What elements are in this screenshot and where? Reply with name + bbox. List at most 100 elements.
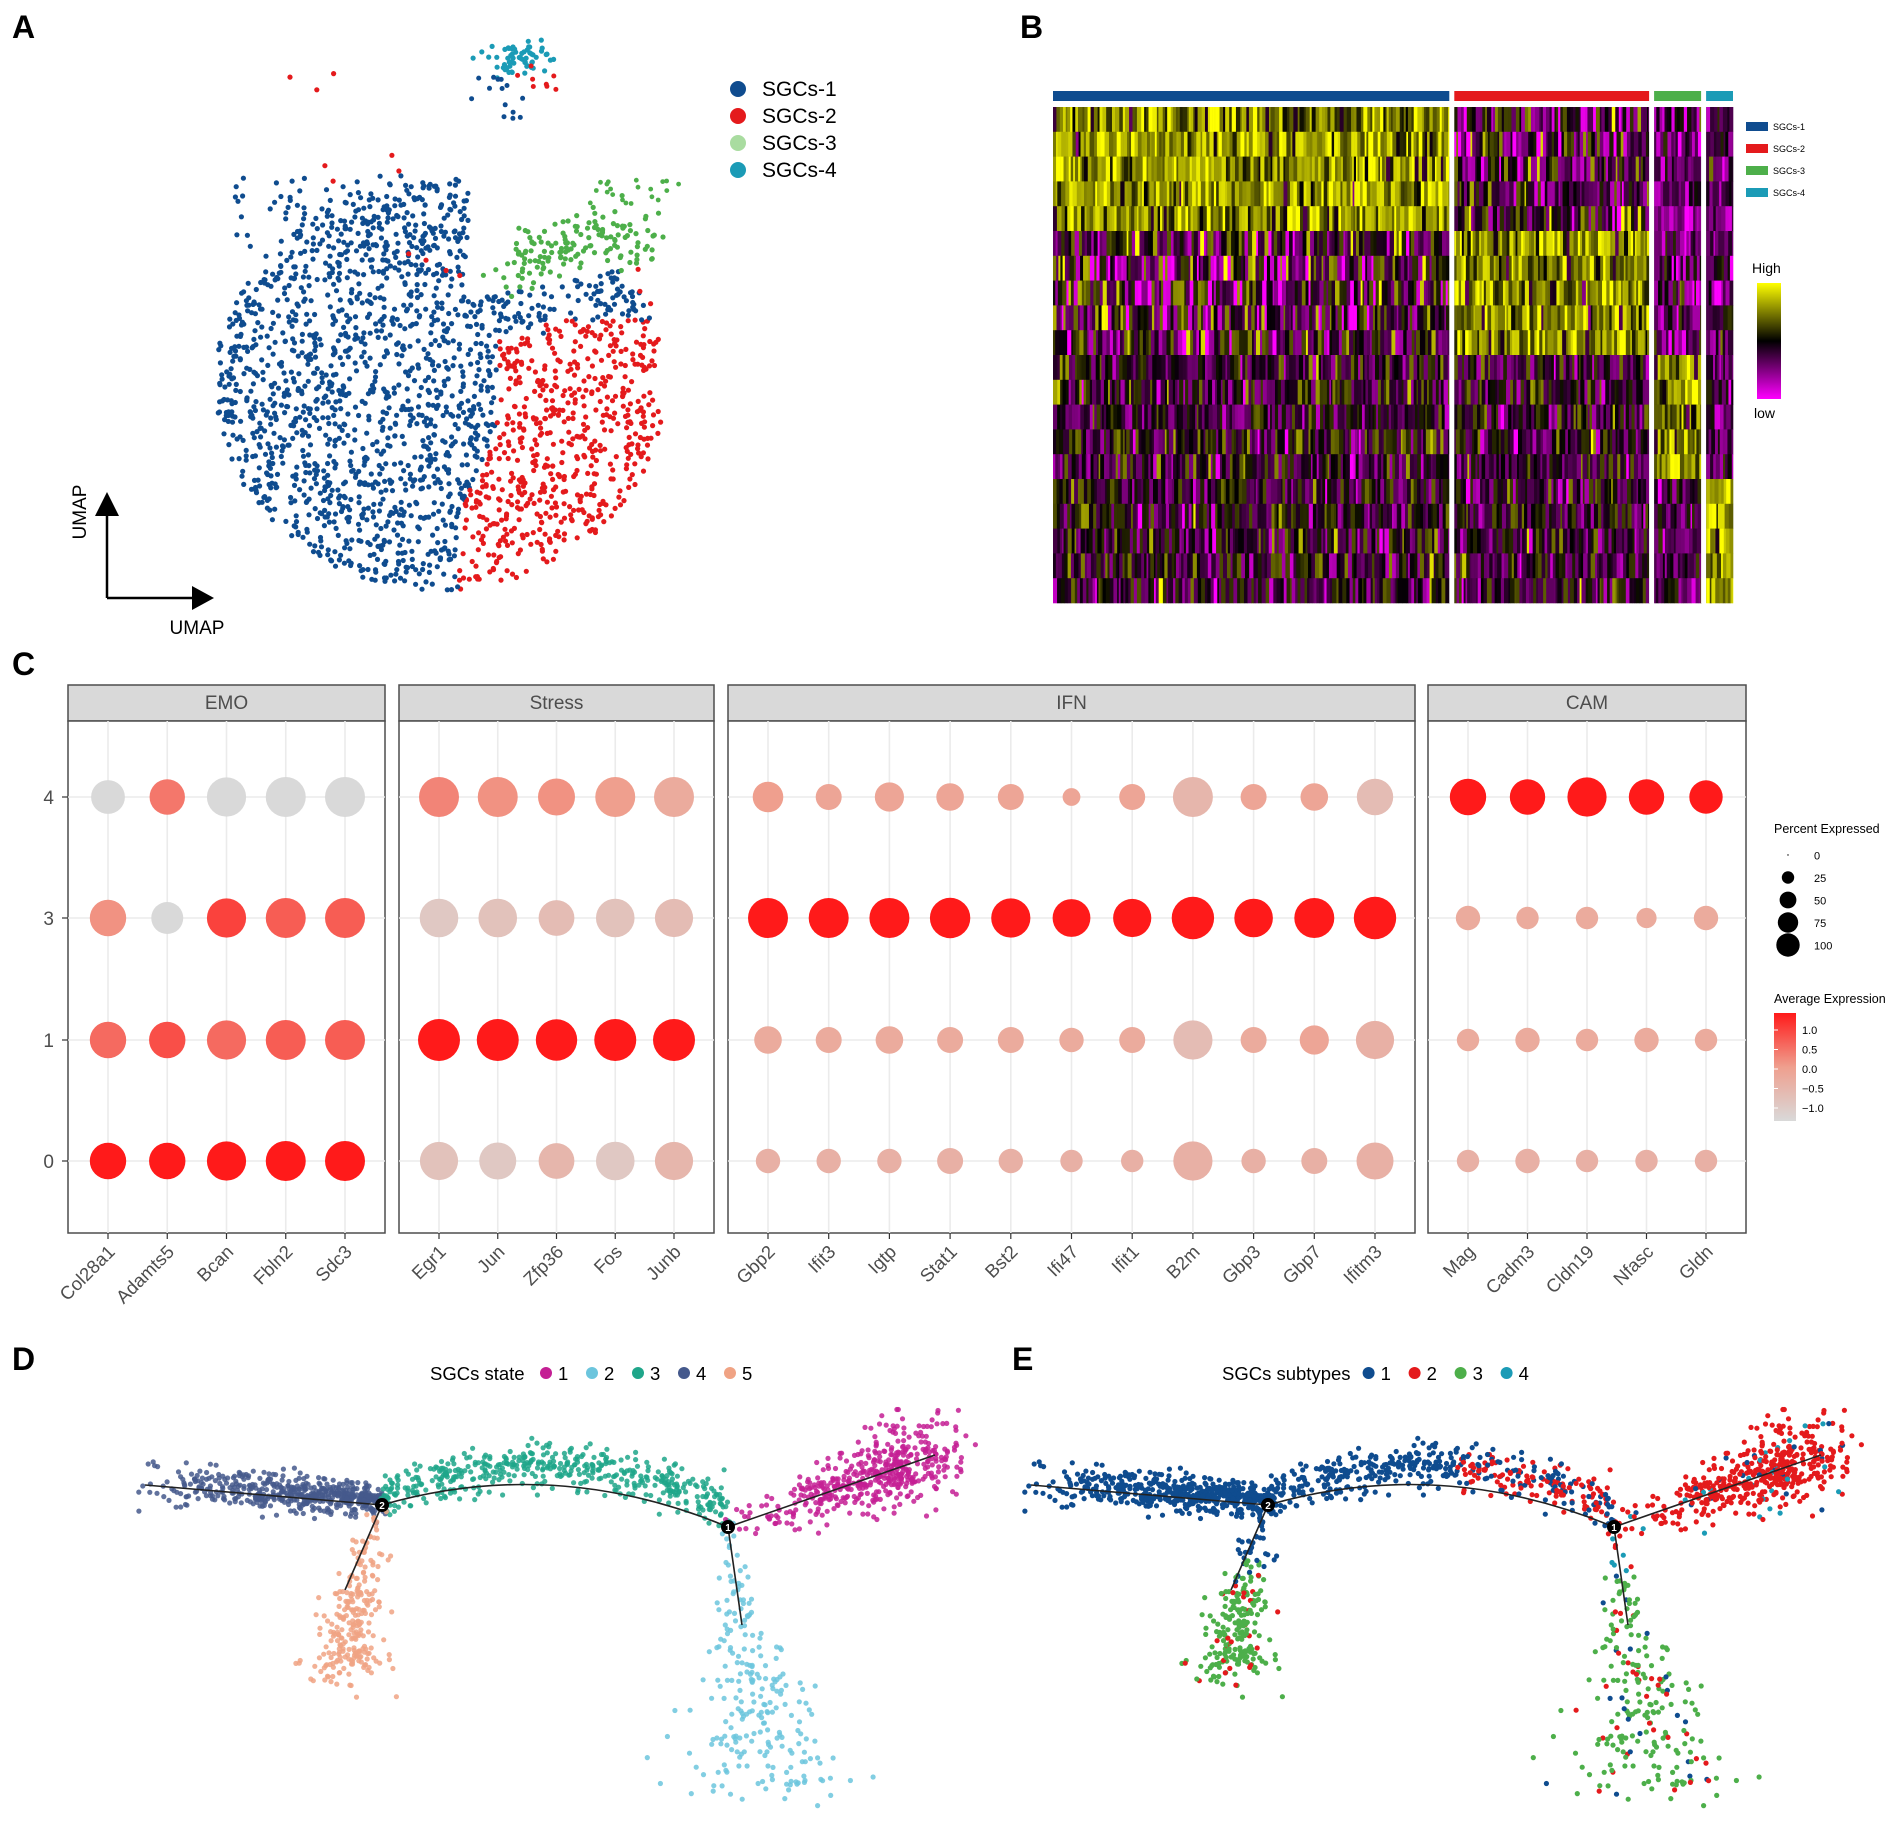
umap-point-sgcs-1 (353, 248, 360, 254)
heatmap-cell (1438, 131, 1442, 157)
umap-point-sgcs-1 (377, 362, 383, 368)
heatmap-cell (1421, 107, 1425, 133)
heatmap-cell (1228, 231, 1232, 257)
umap-point-sgcs-1 (382, 478, 388, 484)
heatmap-cell (1333, 255, 1338, 281)
heatmap-cell (1487, 131, 1490, 157)
umap-point-sgcs-1 (418, 238, 424, 244)
umap-point-sgcs-1 (342, 348, 348, 354)
umap-point-sgcs-1 (461, 493, 467, 499)
heatmap-cell (1053, 156, 1057, 182)
heatmap-cell (1238, 231, 1242, 257)
heatmap-cell (1624, 280, 1629, 306)
heatmap-cell (1584, 156, 1587, 182)
umap-point-sgcs-1 (283, 210, 289, 216)
umap-point-sgcs-3 (610, 192, 616, 198)
heatmap-cell (1327, 107, 1331, 133)
heatmap-cell (1245, 355, 1248, 381)
heatmap-cell (1176, 255, 1182, 281)
heatmap-cell (1251, 305, 1255, 331)
umap-point-sgcs-1 (272, 410, 278, 416)
heatmap-cell (1252, 255, 1256, 281)
heatmap-cell (1329, 231, 1332, 257)
heatmap-cell (1664, 355, 1670, 381)
heatmap-cell (1334, 131, 1339, 157)
umap-point-sgcs-1 (410, 483, 416, 489)
heatmap-cell (1316, 280, 1320, 306)
umap-point-sgcs-1 (336, 435, 342, 441)
heatmap-cell (1414, 231, 1419, 257)
umap-point-sgcs-2 (625, 387, 632, 393)
umap-point-sgcs-1 (327, 381, 333, 387)
umap-point-sgcs-1 (331, 347, 338, 353)
heatmap-cell (1553, 330, 1558, 356)
umap-point-sgcs-1 (365, 233, 371, 239)
heatmap-cell (1179, 231, 1184, 257)
umap-point-sgcs-2 (574, 433, 580, 439)
heatmap-cell (1300, 255, 1303, 281)
umap-point-sgcs-1 (473, 340, 479, 347)
heatmap-cell (1256, 156, 1259, 182)
heatmap-cell (1478, 206, 1483, 232)
umap-point-sgcs-1 (257, 425, 263, 431)
umap-point-sgcs-3 (608, 186, 613, 192)
umap-point-sgcs-1 (306, 283, 312, 289)
heatmap-cell (1167, 355, 1172, 381)
heatmap-cell (1319, 255, 1322, 281)
heatmap-cell (1154, 280, 1157, 306)
heatmap-cell (1611, 107, 1616, 133)
heatmap-cell (1461, 131, 1465, 157)
umap-point-sgcs-1 (418, 384, 424, 391)
heatmap-cell (1129, 379, 1132, 405)
heatmap-cell (1303, 181, 1307, 207)
heatmap-cell (1591, 131, 1596, 157)
umap-point-sgcs-1 (436, 342, 442, 349)
umap-point-sgcs-1 (431, 473, 437, 479)
heatmap-cell (1143, 355, 1147, 381)
umap-point-sgcs-1 (342, 545, 348, 551)
heatmap-cell (1151, 131, 1156, 157)
umap-point-sgcs-1 (303, 499, 309, 505)
heatmap-cell (1151, 280, 1155, 306)
heatmap-cell (1562, 107, 1568, 133)
umap-point-sgcs-1 (245, 348, 251, 354)
heatmap-cell (1668, 330, 1673, 356)
heatmap-cell (1327, 355, 1332, 381)
umap-point-sgcs-1 (307, 332, 313, 338)
umap-point-sgcs-2 (542, 366, 548, 372)
umap-point-sgcs-2 (538, 425, 544, 431)
heatmap-cell (1590, 280, 1593, 306)
heatmap-cell (1527, 181, 1532, 207)
heatmap-cell (1287, 206, 1290, 232)
heatmap-cell (1205, 330, 1210, 356)
umap-point-sgcs-2 (574, 535, 580, 541)
umap-point-sgcs-1 (361, 205, 367, 211)
umap-point-sgcs-2 (484, 461, 490, 467)
heatmap-cell (1480, 156, 1485, 182)
heatmap-cell (1065, 131, 1069, 157)
umap-point-sgcs-1 (425, 446, 431, 452)
umap-point-sgcs-4 (547, 57, 554, 63)
umap-point-sgcs-2 (620, 403, 626, 409)
heatmap-cell (1140, 181, 1143, 207)
umap-point-sgcs-2 (580, 421, 587, 427)
umap-point-sgcs-1 (361, 481, 367, 487)
umap-point-sgcs-1 (364, 517, 370, 523)
heatmap-cell (1612, 255, 1617, 281)
heatmap-cell (1053, 305, 1057, 331)
umap-point-sgcs-1 (414, 287, 420, 294)
umap-point-sgcs-1 (455, 413, 462, 419)
heatmap-cell (1488, 330, 1492, 356)
umap-point-sgcs-1 (347, 192, 353, 198)
umap-point-sgcs-1 (468, 413, 474, 419)
umap-point-sgcs-1 (431, 432, 437, 438)
umap-point-sgcs-1 (249, 310, 255, 316)
heatmap-cell (1575, 280, 1579, 306)
umap-point-sgcs-2 (606, 352, 612, 358)
heatmap-cell (1274, 255, 1278, 281)
umap-point-sgcs-1 (448, 411, 454, 418)
umap-point-sgcs-3 (600, 214, 606, 220)
heatmap-cell (1298, 255, 1301, 281)
heatmap-cell (1505, 181, 1510, 207)
umap-point-sgcs-1 (496, 318, 502, 324)
